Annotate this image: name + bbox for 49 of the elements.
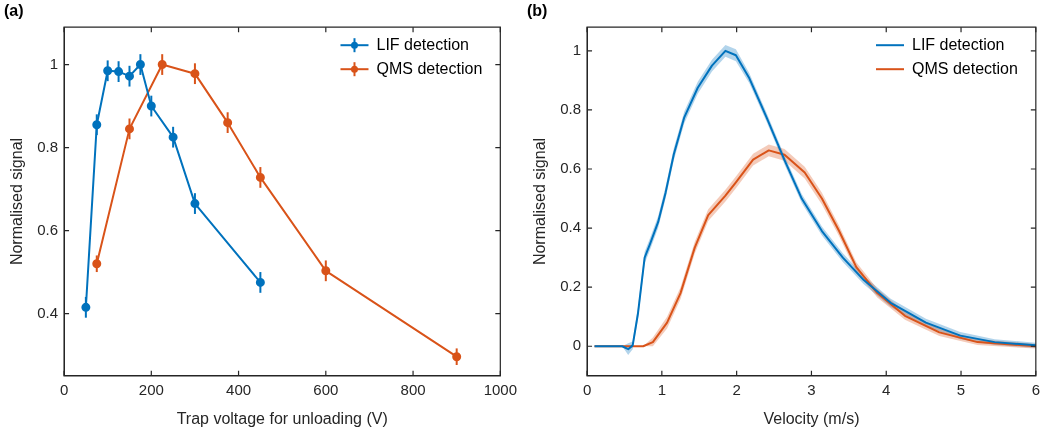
point — [157, 60, 167, 70]
legend-label: LIF detection — [376, 35, 469, 53]
y-tick-label: 1 — [572, 40, 582, 58]
x-tick-label: 1000 — [483, 380, 517, 398]
point — [255, 277, 265, 287]
y-tick-label: 0.8 — [37, 137, 59, 155]
x-tick-label: 3 — [807, 380, 816, 398]
point — [452, 352, 462, 362]
point — [321, 266, 331, 276]
x-tick-label: 2 — [732, 380, 741, 398]
point — [190, 69, 200, 79]
y-tick-label: 0.4 — [37, 303, 59, 321]
point — [255, 172, 265, 182]
y-tick-label: 0.4 — [560, 218, 582, 236]
x-tick-label: 1 — [657, 380, 667, 398]
y-tick-label: 0.8 — [560, 100, 582, 118]
legend-label: QMS detection — [376, 59, 483, 77]
x-tick-label: 5 — [956, 380, 966, 398]
x-tick-label: 400 — [226, 380, 252, 398]
legend-label: LIF detection — [912, 35, 1005, 53]
x-tick-label: 200 — [138, 380, 164, 398]
x-axis-title: Trap voltage for unloading (V) — [176, 409, 388, 427]
point — [135, 60, 145, 70]
legend-label: QMS detection — [912, 59, 1018, 77]
point — [223, 118, 233, 128]
x-tick-label: 4 — [882, 380, 891, 398]
point — [103, 66, 113, 76]
x-tick-label: 6 — [1031, 380, 1040, 398]
chart-title: (a) — [4, 2, 24, 20]
y-tick-label: 0.2 — [560, 277, 582, 295]
y-tick-label: 0.6 — [560, 159, 582, 177]
y-tick-label: 0 — [572, 336, 582, 354]
point — [81, 302, 91, 312]
point — [190, 199, 200, 209]
point — [124, 71, 134, 81]
point — [114, 67, 124, 77]
x-axis-title: Velocity (m/s) — [763, 409, 860, 427]
chart-title: (b) — [527, 2, 548, 20]
y-tick-label: 1 — [49, 54, 59, 72]
point — [92, 120, 102, 130]
y-tick-label: 0.6 — [37, 220, 59, 238]
y-axis-title: Normalised signal — [8, 137, 26, 266]
point — [124, 124, 134, 134]
x-tick-label: 800 — [400, 380, 426, 398]
point — [146, 101, 156, 111]
y-axis-title: Normalised signal — [531, 137, 549, 266]
point — [92, 259, 102, 269]
point — [168, 132, 178, 142]
x-tick-label: 600 — [313, 380, 339, 398]
